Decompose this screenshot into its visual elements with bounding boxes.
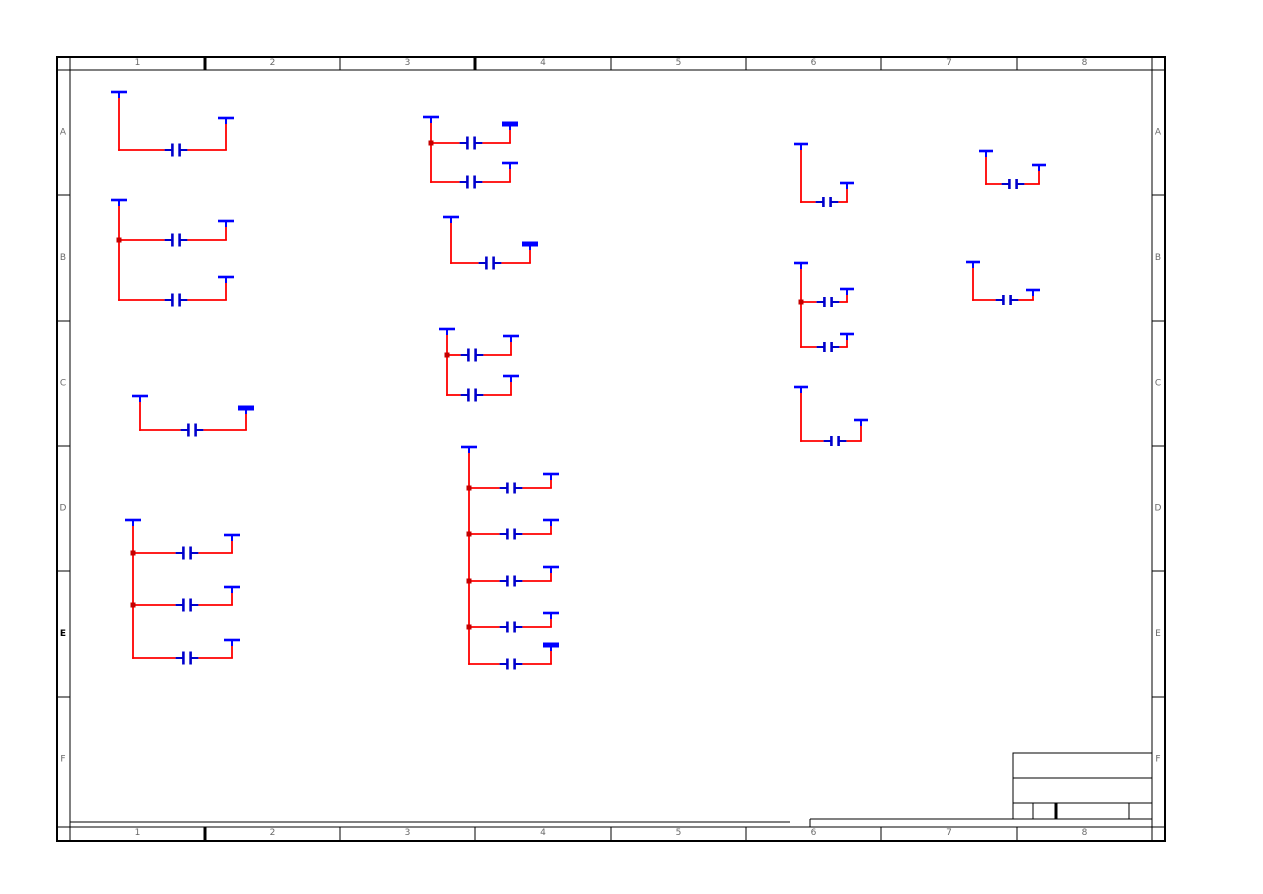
column-label-top: 2 <box>270 58 276 68</box>
row-label-right: D <box>1155 504 1162 514</box>
junction-dot[interactable] <box>466 578 472 584</box>
row-label-left: E <box>60 629 66 639</box>
title-block[interactable] <box>1012 752 1153 820</box>
row-label-right: F <box>1155 755 1160 765</box>
column-label-top: 5 <box>676 58 682 68</box>
junction-dot[interactable] <box>798 299 804 305</box>
column-label-top: 3 <box>405 58 411 68</box>
column-label-top: 8 <box>1082 58 1088 68</box>
junction-dot[interactable] <box>428 140 434 146</box>
column-label-bottom: 3 <box>405 828 411 838</box>
junction-dot[interactable] <box>444 352 450 358</box>
row-label-left: B <box>60 253 66 263</box>
column-label-bottom: 8 <box>1082 828 1088 838</box>
row-label-left: F <box>60 755 65 765</box>
junction-dot[interactable] <box>116 237 122 243</box>
junction-dot[interactable] <box>466 531 472 537</box>
column-label-top: 4 <box>540 58 546 68</box>
row-label-left: C <box>60 379 66 389</box>
row-label-left: D <box>60 504 67 514</box>
row-label-right: B <box>1155 253 1161 263</box>
column-label-top: 1 <box>135 58 141 68</box>
junction-dot[interactable] <box>466 485 472 491</box>
sheet-outer-border <box>56 56 1166 842</box>
junction-dot[interactable] <box>466 624 472 630</box>
column-label-bottom: 4 <box>540 828 546 838</box>
column-label-bottom: 2 <box>270 828 276 838</box>
row-label-right: C <box>1155 379 1161 389</box>
column-label-top: 7 <box>946 58 952 68</box>
junction-dot[interactable] <box>130 602 136 608</box>
column-label-top: 6 <box>811 58 817 68</box>
row-label-left: A <box>60 128 67 138</box>
column-label-bottom: 6 <box>811 828 817 838</box>
junction-dot[interactable] <box>130 550 136 556</box>
row-label-right: E <box>1155 629 1161 639</box>
column-label-bottom: 5 <box>676 828 682 838</box>
column-label-bottom: 7 <box>946 828 952 838</box>
column-label-bottom: 1 <box>135 828 141 838</box>
row-label-right: A <box>1155 128 1162 138</box>
